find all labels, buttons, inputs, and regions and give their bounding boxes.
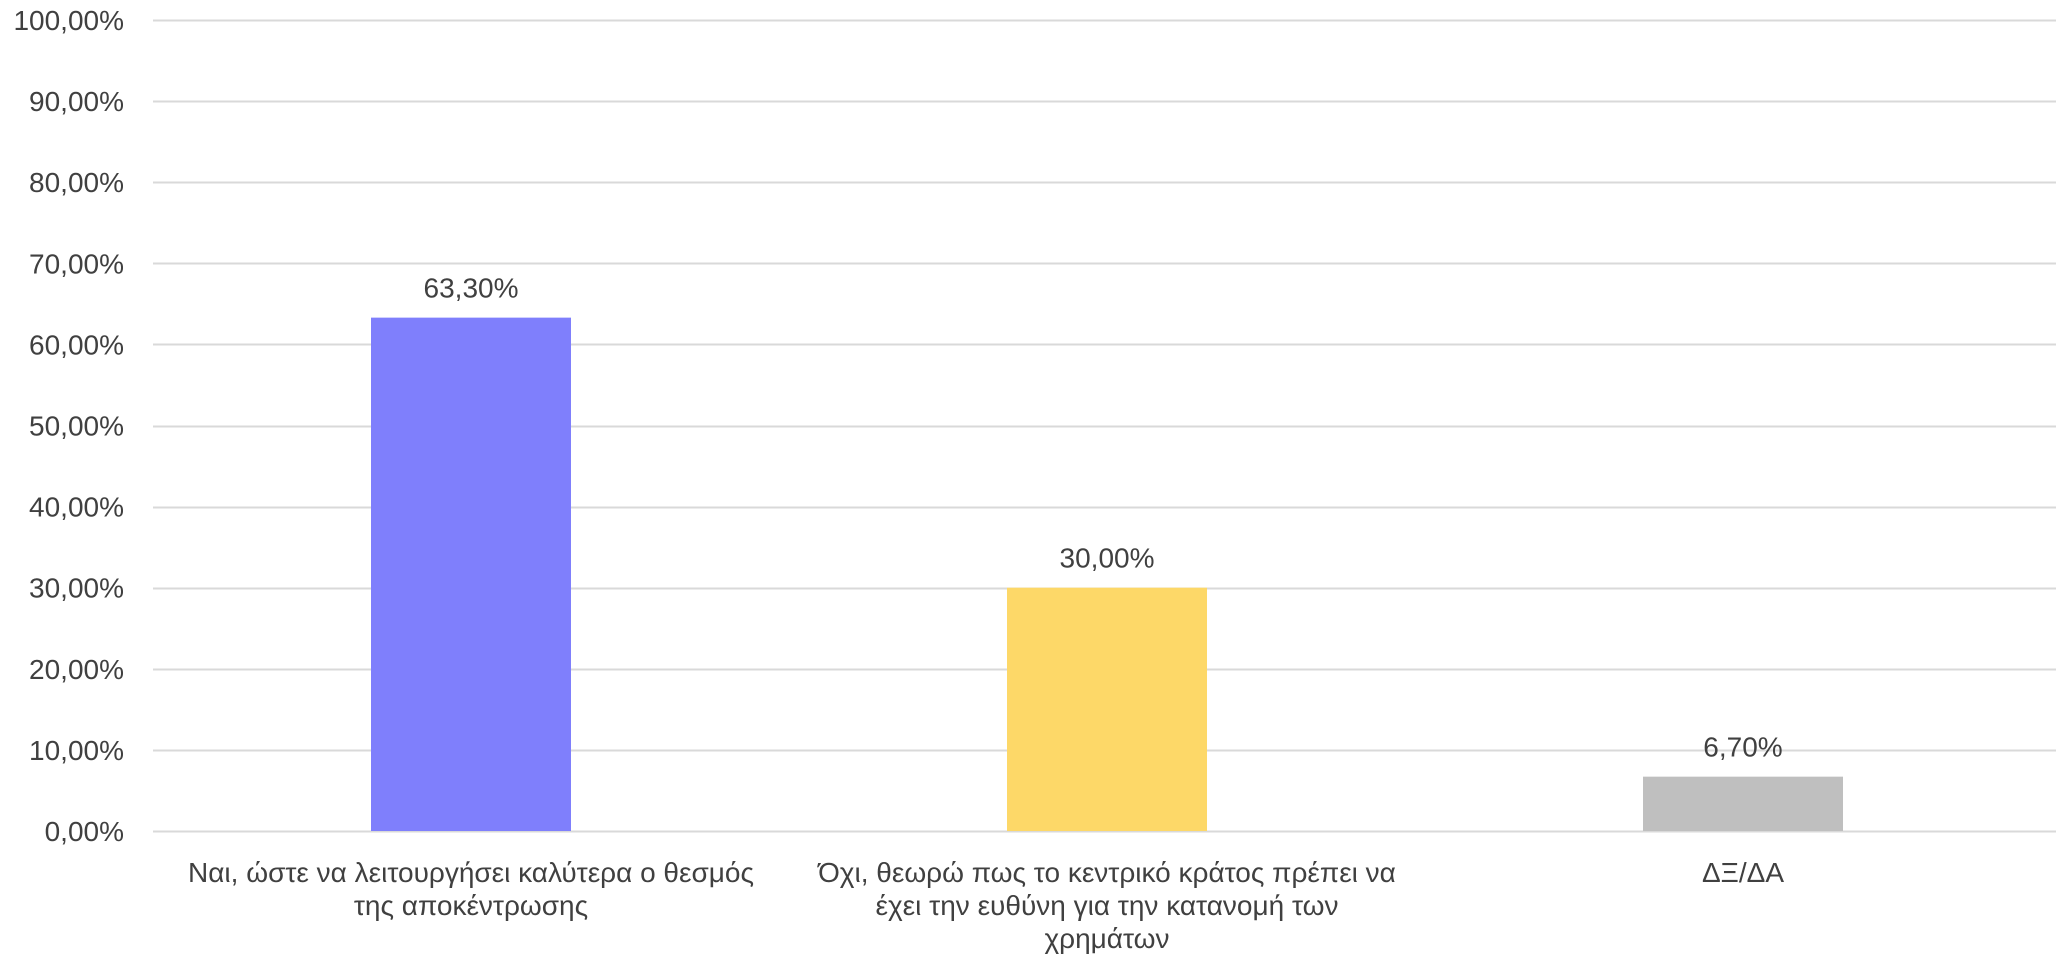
x-tick-label: Ναι, ώστε να λειτουργήσει καλύτερα ο θεσ…	[188, 857, 754, 921]
y-tick-label: 20,00%	[29, 654, 124, 685]
x-tick-label: ΔΞ/ΔΑ	[1702, 857, 1784, 888]
bar	[1007, 587, 1207, 831]
x-axis-category-labels: Ναι, ώστε να λειτουργήσει καλύτερα ο θεσ…	[188, 857, 1784, 954]
y-tick-label: 100,00%	[13, 5, 124, 36]
data-label: 63,30%	[424, 273, 519, 304]
data-labels: 63,30% 30,00% 6,70%	[424, 273, 1783, 763]
x-tick-label-line: ΔΞ/ΔΑ	[1702, 857, 1784, 888]
y-axis-tick-labels: 0,00% 10,00% 20,00% 30,00% 40,00% 50,00% 60,00…	[13, 5, 124, 847]
y-tick-label: 70,00%	[29, 248, 124, 279]
x-tick-label-line: Όχι, θεωρώ πως το κεντρικό κράτος πρέπει…	[817, 857, 1396, 888]
x-tick-label-line: της αποκέντρωσης	[354, 890, 588, 921]
y-tick-label: 40,00%	[29, 492, 124, 523]
y-tick-label: 80,00%	[29, 167, 124, 198]
y-tick-label: 90,00%	[29, 86, 124, 117]
y-tick-label: 50,00%	[29, 411, 124, 442]
y-tick-label: 0,00%	[45, 816, 124, 847]
bar	[371, 317, 571, 832]
x-tick-label-line: έχει την ευθύνη για την κατανομή των	[876, 890, 1339, 921]
data-label: 6,70%	[1703, 732, 1782, 763]
x-tick-label-line: χρημάτων	[1044, 923, 1169, 954]
x-tick-label: Όχι, θεωρώ πως το κεντρικό κράτος πρέπει…	[817, 857, 1396, 954]
y-tick-label: 60,00%	[29, 329, 124, 360]
y-tick-label: 30,00%	[29, 573, 124, 604]
y-tick-label: 10,00%	[29, 735, 124, 766]
data-label: 30,00%	[1060, 543, 1155, 574]
bars	[371, 317, 1843, 832]
x-tick-label-line: Ναι, ώστε να λειτουργήσει καλύτερα ο θεσ…	[188, 857, 754, 888]
bar	[1643, 776, 1843, 831]
